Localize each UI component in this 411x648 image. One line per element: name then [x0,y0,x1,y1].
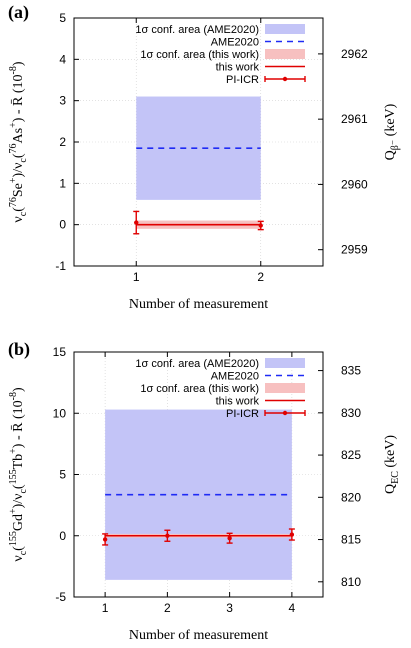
x-axis-label: Number of measurement [129,628,268,643]
legend-entry: this work [216,62,260,74]
legend-entry: 1σ conf. area (AME2020) [135,358,259,370]
legend-entry: PI-ICR [226,74,259,86]
x-tick-label: 3 [226,601,233,615]
y-tick-label-right: 2962 [341,47,368,61]
y-tick-label-right: 825 [341,448,361,462]
pi-icr-point [133,210,140,235]
pi-icr-point [257,220,264,231]
y-tick-label-left: -1 [55,259,66,273]
x-tick-label: 1 [133,270,140,284]
y-tick-label-left: 3 [59,94,66,108]
legend-entry: AME2020 [211,371,259,383]
y-tick-label-right: 815 [341,533,361,547]
legend-entry: 1σ conf. area (this work) [140,383,259,395]
y-tick-label-left: 2 [59,135,66,149]
data-marker [102,537,108,542]
y-axis-label-left: νc(76Se+)/νc(76As+) - R̄ (10-8) [8,61,29,223]
y-tick-label-right: 820 [341,490,361,504]
y-tick-label-left: 5 [59,11,66,25]
y-tick-label-left: 0 [59,529,66,543]
x-tick-label: 1 [102,601,109,615]
ame2020-conf-band [136,96,261,200]
y-tick-label-left: 5 [59,468,66,482]
x-axis-label: Number of measurement [129,297,268,312]
y-tick-label-right: 2961 [341,112,368,126]
legend-entry: 1σ conf. area (this work) [140,49,259,61]
panel-b: 1 2 3 4 -5 0 5 10 15 810 815 820 825 830 835 (b) Number … [8,339,401,643]
data-marker [227,536,232,541]
y-axis-label-right: Qβ⁻ (keV) [383,103,401,160]
legend-key-ame-band [265,358,305,368]
pi-icr-point [288,528,295,541]
y-tick-label-left: 15 [53,345,67,359]
pi-icr-point [164,529,171,542]
pi-icr-point [226,532,233,544]
y-tick-label-right: 2959 [341,243,368,257]
y-tick-label-left: 4 [59,52,66,66]
legend-entry: PI-ICR [226,408,259,420]
y-tick-label-left: -5 [55,590,66,604]
y-axis-label-left: νc(155Gd+)/νc(155Tb+) - R̄ (10-8) [8,387,29,562]
x-tick-label: 2 [164,601,171,615]
legend-entry: 1σ conf. area (AME2020) [135,24,259,36]
data-marker [289,532,295,537]
y-tick-label-right: 835 [341,364,361,378]
legend-key-marker [282,410,288,416]
legend-key-marker [282,76,288,82]
legend-entry: AME2020 [211,37,259,49]
y-tick-label-right: 2960 [341,177,368,191]
panel-label: (b) [8,339,30,360]
y-tick-label-left: 10 [53,406,67,420]
y-tick-label-right: 830 [341,406,361,420]
legend-key-this-work-band [265,383,305,393]
y-tick-label-left: 1 [59,176,66,190]
panel-label: (a) [8,2,29,23]
x-tick-label: 2 [257,270,264,284]
legend-key-this-work-band [265,49,305,59]
y-tick-label-right: 810 [341,575,361,589]
y-axis-label-right: QEC (keV) [383,435,401,494]
y-tick-label-left: 0 [59,218,66,232]
data-marker [165,533,170,538]
legend-entry: this work [216,396,260,408]
pi-icr-point [102,533,109,546]
data-marker [134,220,139,225]
legend-key-ame-band [265,24,305,34]
panel-a: 1 2 -1 0 1 2 3 4 5 2959 2960 2961 2962 (a) Number of m… [8,2,401,312]
x-tick-label: 4 [289,601,296,615]
data-marker [258,223,263,228]
